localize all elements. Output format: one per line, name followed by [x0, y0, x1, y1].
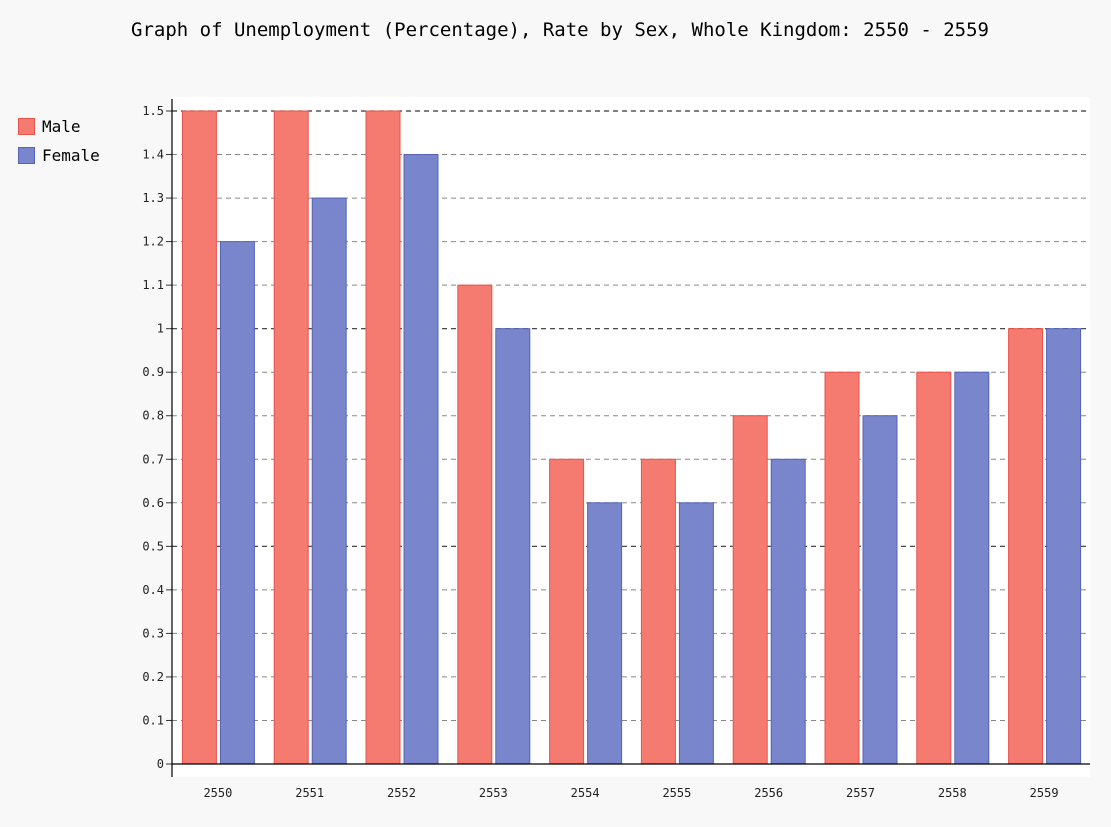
bar-male: [365, 110, 401, 765]
bar-male: [732, 415, 768, 765]
y-tick-label: 0.5: [142, 539, 164, 553]
x-tick-label: 2554: [571, 786, 600, 800]
bar-male: [1008, 328, 1044, 765]
legend: Male Female: [18, 112, 100, 170]
y-tick-label: 1.5: [142, 104, 164, 118]
plot-background: [172, 97, 1090, 777]
bar-female: [495, 328, 531, 765]
legend-label-male: Male: [42, 117, 81, 136]
bar-male: [181, 110, 217, 765]
x-tick-label: 2556: [754, 786, 783, 800]
bar-female: [219, 241, 255, 765]
x-tick-label: 2553: [479, 786, 508, 800]
bar-female: [1046, 328, 1082, 765]
bar-female: [770, 458, 806, 765]
y-tick-label: 0: [157, 757, 164, 771]
x-tick-label: 2559: [1030, 786, 1059, 800]
bar-male: [457, 284, 493, 765]
y-tick-label: 0.4: [142, 583, 164, 597]
bar-female: [954, 371, 990, 765]
y-tick-label: 0.8: [142, 409, 164, 423]
bar-male: [824, 371, 860, 765]
y-tick-label: 1.4: [142, 148, 164, 162]
bar-male: [549, 458, 585, 765]
x-tick-label: 2550: [203, 786, 232, 800]
y-tick-label: 1: [157, 322, 164, 336]
bar-female: [311, 197, 347, 765]
legend-label-female: Female: [42, 146, 100, 165]
y-tick-label: 0.3: [142, 626, 164, 640]
y-tick-label: 0.7: [142, 452, 164, 466]
y-tick-label: 1.3: [142, 191, 164, 205]
y-tick-label: 0.2: [142, 670, 164, 684]
bar-female: [678, 502, 714, 765]
bar-male: [273, 110, 309, 765]
legend-item-female[interactable]: Female: [18, 141, 100, 170]
legend-item-male[interactable]: Male: [18, 112, 100, 141]
legend-swatch-female: [18, 147, 35, 164]
y-tick-label: 0.9: [142, 365, 164, 379]
y-tick-label: 1.1: [142, 278, 164, 292]
bar-male: [640, 458, 676, 765]
y-tick-label: 0.6: [142, 496, 164, 510]
x-tick-label: 2551: [295, 786, 324, 800]
y-tick-label: 0.1: [142, 713, 164, 727]
y-tick-label: 1.2: [142, 235, 164, 249]
bar-female: [587, 502, 623, 765]
x-tick-label: 2555: [662, 786, 691, 800]
bar-male: [916, 371, 952, 765]
bar-female: [862, 415, 898, 765]
x-tick-label: 2557: [846, 786, 875, 800]
bar-female: [403, 154, 439, 765]
legend-swatch-male: [18, 118, 35, 135]
x-tick-label: 2552: [387, 786, 416, 800]
x-tick-label: 2558: [938, 786, 967, 800]
chart-title: Graph of Unemployment (Percentage), Rate…: [131, 19, 989, 41]
